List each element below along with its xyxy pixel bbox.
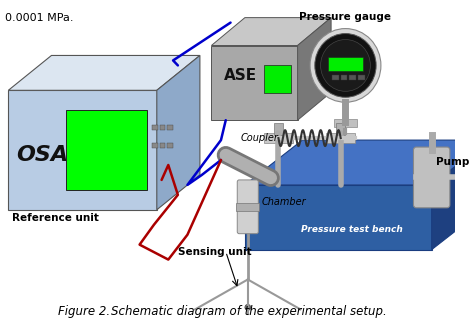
Polygon shape bbox=[211, 17, 331, 45]
Bar bbox=[349, 75, 356, 80]
Bar bbox=[328, 57, 363, 71]
Text: Pressure gauge: Pressure gauge bbox=[300, 12, 392, 22]
Polygon shape bbox=[9, 55, 200, 90]
Text: OSA: OSA bbox=[16, 145, 68, 165]
Polygon shape bbox=[9, 90, 157, 210]
Bar bbox=[66, 110, 147, 190]
Bar bbox=[167, 143, 173, 148]
Bar bbox=[264, 133, 293, 143]
Text: Schematic diagram of the experimental setup.: Schematic diagram of the experimental se… bbox=[111, 305, 387, 318]
Bar bbox=[273, 123, 283, 135]
Text: ASE: ASE bbox=[224, 68, 257, 83]
Text: Sensing unit: Sensing unit bbox=[178, 247, 252, 257]
Circle shape bbox=[245, 304, 251, 310]
FancyBboxPatch shape bbox=[237, 180, 258, 234]
Text: Reference unit: Reference unit bbox=[12, 213, 99, 223]
Bar bbox=[336, 123, 346, 135]
Text: Pump: Pump bbox=[437, 157, 470, 167]
Polygon shape bbox=[245, 140, 474, 185]
Bar bbox=[237, 203, 259, 211]
Bar bbox=[326, 133, 355, 143]
Bar bbox=[341, 75, 347, 80]
Polygon shape bbox=[245, 185, 432, 249]
Polygon shape bbox=[157, 55, 200, 210]
Text: Pressure test bench: Pressure test bench bbox=[301, 225, 403, 234]
Bar bbox=[152, 125, 158, 130]
Bar bbox=[332, 75, 339, 80]
Bar bbox=[167, 125, 173, 130]
Text: Chamber: Chamber bbox=[261, 197, 306, 207]
Bar bbox=[334, 119, 357, 127]
Text: Coupler: Coupler bbox=[240, 133, 278, 143]
Polygon shape bbox=[432, 140, 474, 249]
Bar bbox=[358, 75, 365, 80]
Polygon shape bbox=[298, 17, 331, 120]
Text: 0.0001 MPa.: 0.0001 MPa. bbox=[5, 13, 73, 23]
Circle shape bbox=[315, 34, 376, 97]
Polygon shape bbox=[211, 45, 298, 120]
Bar bbox=[152, 143, 158, 148]
Circle shape bbox=[320, 40, 370, 91]
Circle shape bbox=[310, 29, 381, 102]
FancyBboxPatch shape bbox=[413, 147, 450, 208]
Bar bbox=[160, 143, 165, 148]
Bar bbox=[264, 65, 291, 93]
Text: Figure 2.: Figure 2. bbox=[58, 305, 110, 318]
Bar bbox=[160, 125, 165, 130]
